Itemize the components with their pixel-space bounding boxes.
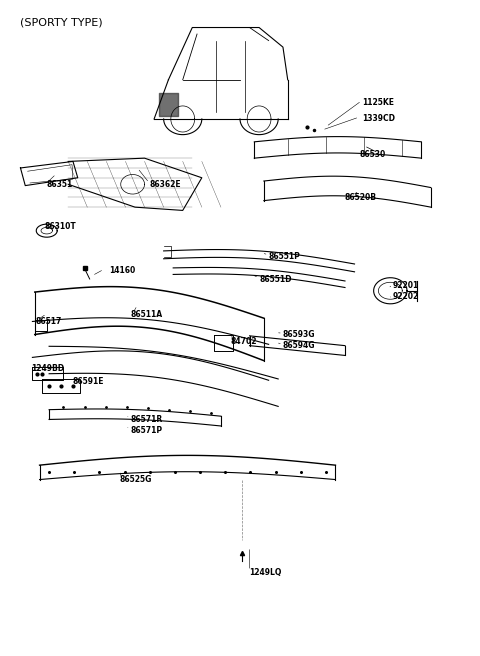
Text: 86571R: 86571R [130, 415, 163, 424]
Text: 86351: 86351 [47, 180, 73, 189]
Text: 86551D: 86551D [259, 274, 291, 283]
Text: 86525G: 86525G [120, 475, 152, 484]
Text: 86594G: 86594G [283, 341, 315, 350]
Text: 1249LQ: 1249LQ [250, 569, 282, 577]
Text: 86520B: 86520B [345, 193, 377, 202]
Text: 86517: 86517 [36, 317, 62, 326]
Text: 86551P: 86551P [269, 252, 300, 260]
Text: (SPORTY TYPE): (SPORTY TYPE) [21, 18, 103, 28]
Text: 86591E: 86591E [72, 377, 104, 386]
Text: 86511A: 86511A [130, 310, 162, 319]
Text: 86571P: 86571P [130, 426, 162, 435]
Text: 1339CD: 1339CD [362, 114, 395, 123]
Text: 92202: 92202 [393, 292, 419, 301]
Text: 84702: 84702 [230, 337, 257, 346]
Text: 86530: 86530 [360, 150, 385, 159]
Text: 1125KE: 1125KE [362, 98, 394, 107]
Text: 86310T: 86310T [44, 222, 76, 232]
Text: 86593G: 86593G [283, 330, 315, 339]
Text: 92201: 92201 [393, 281, 419, 290]
Text: 14160: 14160 [109, 266, 135, 275]
Text: 86362E: 86362E [149, 180, 181, 189]
Text: 1249BD: 1249BD [31, 364, 64, 373]
